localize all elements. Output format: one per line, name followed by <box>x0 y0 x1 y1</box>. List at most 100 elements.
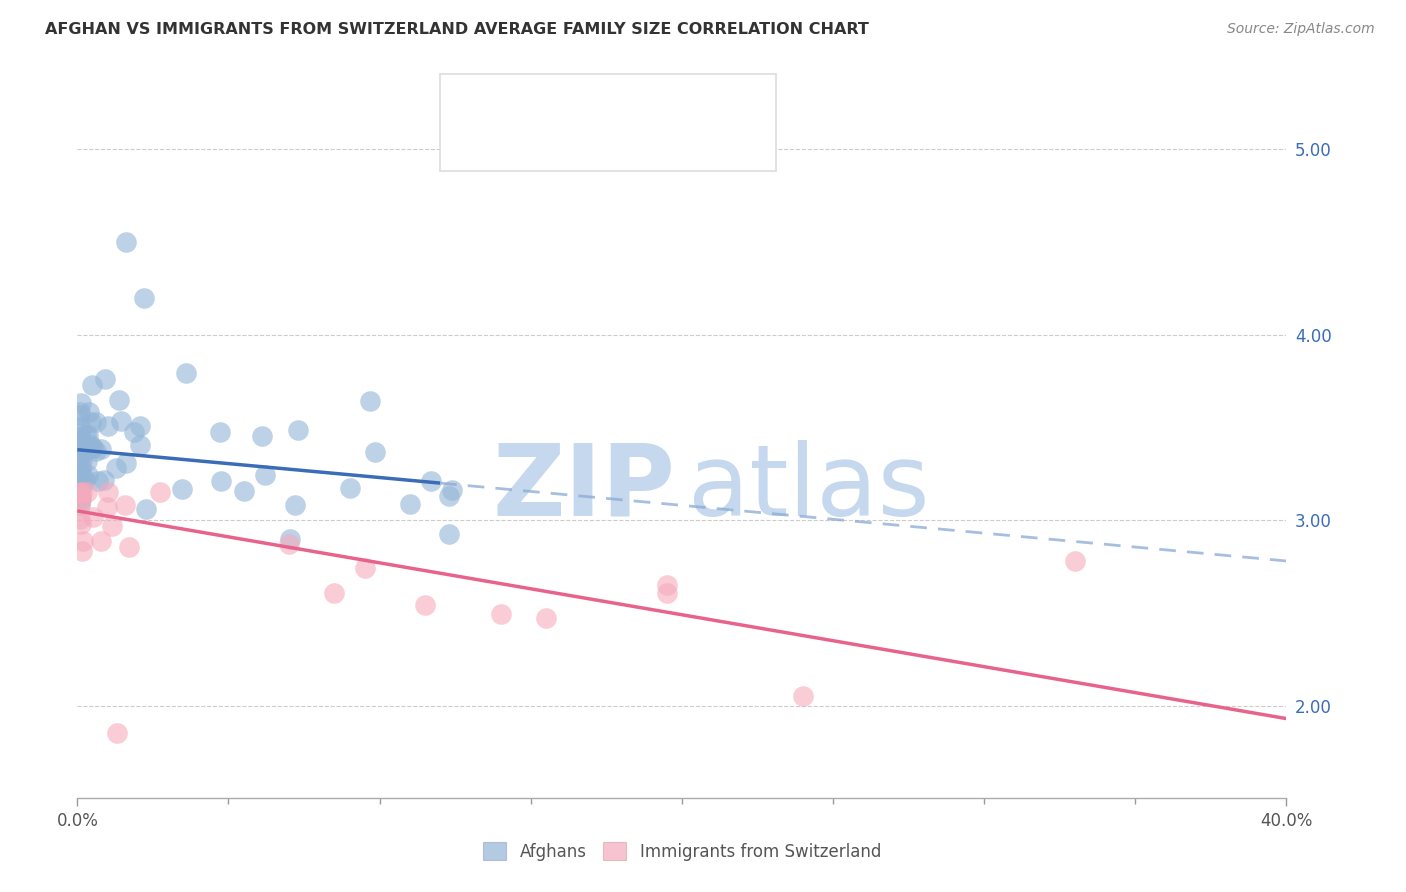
Point <box>69 444 91 458</box>
Point <box>69 512 91 526</box>
Point <box>70 516 93 531</box>
Text: ZIP: ZIP <box>494 440 676 537</box>
Point <box>80 438 103 452</box>
Point <box>232 483 254 498</box>
Text: 72: 72 <box>702 93 727 111</box>
Point <box>90 534 112 549</box>
Point <box>70 544 93 558</box>
Point <box>287 423 309 437</box>
Point <box>87 475 110 489</box>
Point <box>118 540 141 554</box>
Point <box>96 500 118 514</box>
Point <box>69 438 91 452</box>
Point <box>76 485 98 500</box>
Point <box>69 498 91 512</box>
Point <box>655 578 678 592</box>
Point <box>76 454 98 468</box>
Point <box>129 437 152 451</box>
Point <box>420 474 443 488</box>
Point <box>278 537 301 551</box>
Text: R =: R = <box>502 135 540 153</box>
Point <box>69 487 91 501</box>
Point <box>70 396 93 410</box>
Point <box>114 498 136 512</box>
Legend: Afghans, Immigrants from Switzerland: Afghans, Immigrants from Switzerland <box>477 836 887 868</box>
Point <box>114 235 136 249</box>
Point <box>70 485 93 500</box>
Point <box>100 519 122 533</box>
Text: 29: 29 <box>702 135 727 153</box>
Point <box>72 471 94 485</box>
Point <box>209 475 232 489</box>
Point <box>129 419 152 434</box>
Point <box>69 420 91 434</box>
Point <box>135 501 157 516</box>
Point <box>132 291 155 305</box>
Point <box>84 444 107 458</box>
Point <box>399 497 422 511</box>
Point <box>105 460 128 475</box>
Text: N =: N = <box>640 93 690 111</box>
Text: atlas: atlas <box>688 440 929 537</box>
Point <box>69 446 91 460</box>
Point <box>84 415 107 429</box>
Point <box>69 471 91 485</box>
Point <box>441 483 464 498</box>
Point <box>70 460 93 475</box>
Point <box>250 429 273 443</box>
Point <box>72 453 94 467</box>
Text: Source: ZipAtlas.com: Source: ZipAtlas.com <box>1227 22 1375 37</box>
Point <box>323 586 346 600</box>
Point <box>208 425 231 439</box>
Point <box>655 586 678 600</box>
Point <box>73 474 96 488</box>
Point <box>82 441 104 455</box>
Point <box>69 447 91 461</box>
Point <box>170 483 193 497</box>
Text: -0.468: -0.468 <box>555 135 619 153</box>
Point <box>174 366 197 380</box>
Point <box>69 495 91 509</box>
Point <box>353 561 375 575</box>
Point <box>90 442 112 457</box>
Point <box>69 408 91 422</box>
Text: N =: N = <box>640 135 690 153</box>
Point <box>79 441 101 455</box>
Point <box>339 481 361 495</box>
Point <box>69 465 91 479</box>
Point <box>105 726 128 740</box>
Point <box>437 527 460 541</box>
Point <box>69 436 91 450</box>
Point <box>437 489 460 503</box>
Point <box>1064 554 1087 568</box>
Text: AFGHAN VS IMMIGRANTS FROM SWITZERLAND AVERAGE FAMILY SIZE CORRELATION CHART: AFGHAN VS IMMIGRANTS FROM SWITZERLAND AV… <box>45 22 869 37</box>
Point <box>76 427 98 442</box>
Point <box>115 456 138 470</box>
Point <box>77 441 100 455</box>
Text: -0.279: -0.279 <box>555 93 619 111</box>
Point <box>72 534 94 549</box>
Point <box>97 418 120 433</box>
Point <box>69 485 91 500</box>
Point <box>94 372 117 386</box>
Point <box>108 392 131 407</box>
Point <box>70 481 93 495</box>
Bar <box>454 87 489 118</box>
Bar <box>454 128 489 159</box>
Point <box>69 490 91 504</box>
Point <box>82 378 104 392</box>
Point <box>69 437 91 451</box>
Point <box>149 485 172 500</box>
Point <box>489 607 512 622</box>
Point <box>93 474 115 488</box>
Point <box>80 415 103 429</box>
Point <box>122 425 145 439</box>
Point <box>69 449 91 463</box>
Point <box>75 428 97 442</box>
Point <box>69 437 91 451</box>
Point <box>69 451 91 466</box>
Point <box>69 425 91 440</box>
Point <box>792 690 814 704</box>
Point <box>69 493 91 508</box>
Point <box>82 510 104 524</box>
